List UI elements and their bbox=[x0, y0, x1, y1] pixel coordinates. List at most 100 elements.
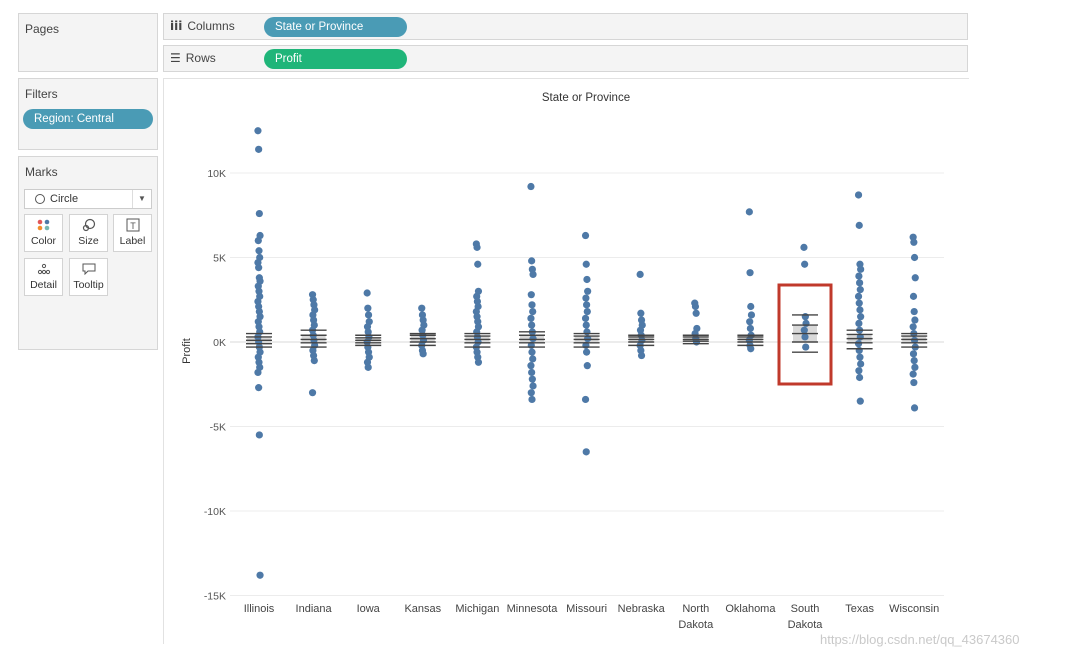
data-point[interactable] bbox=[856, 353, 864, 361]
data-point[interactable] bbox=[856, 306, 864, 314]
data-point[interactable] bbox=[911, 274, 919, 282]
data-point[interactable] bbox=[583, 362, 591, 370]
data-point[interactable] bbox=[364, 304, 372, 312]
data-point[interactable] bbox=[419, 350, 427, 358]
data-point[interactable] bbox=[364, 363, 372, 371]
data-point[interactable] bbox=[910, 378, 918, 387]
data-point[interactable] bbox=[529, 307, 537, 316]
data-point[interactable] bbox=[910, 404, 919, 412]
data-point[interactable] bbox=[911, 316, 919, 324]
data-point[interactable] bbox=[637, 309, 645, 317]
data-point[interactable] bbox=[583, 301, 591, 309]
data-point[interactable] bbox=[909, 350, 918, 358]
data-point[interactable] bbox=[527, 182, 535, 191]
data-point[interactable] bbox=[255, 145, 263, 153]
label-button[interactable]: T Label bbox=[113, 214, 152, 252]
data-point[interactable] bbox=[255, 247, 263, 255]
data-point[interactable] bbox=[855, 272, 863, 280]
data-point[interactable] bbox=[364, 311, 373, 319]
data-point[interactable] bbox=[856, 373, 864, 382]
data-point[interactable] bbox=[584, 335, 592, 343]
data-point[interactable] bbox=[254, 127, 262, 135]
data-point[interactable] bbox=[691, 302, 700, 311]
data-point[interactable] bbox=[581, 395, 590, 404]
data-point[interactable] bbox=[857, 360, 865, 368]
data-point[interactable] bbox=[801, 260, 809, 268]
data-point[interactable] bbox=[802, 319, 810, 328]
data-point[interactable] bbox=[857, 313, 865, 321]
data-point[interactable] bbox=[527, 314, 535, 322]
data-point[interactable] bbox=[910, 307, 918, 316]
data-point[interactable] bbox=[418, 304, 426, 312]
data-point[interactable] bbox=[583, 275, 591, 284]
data-point[interactable] bbox=[855, 221, 863, 229]
data-point[interactable] bbox=[308, 389, 317, 397]
data-point[interactable] bbox=[584, 287, 592, 295]
data-point[interactable] bbox=[909, 323, 917, 331]
data-point[interactable] bbox=[856, 397, 864, 405]
data-point[interactable] bbox=[581, 231, 590, 240]
data-point[interactable] bbox=[802, 343, 810, 351]
tooltip-button[interactable]: Tooltip bbox=[69, 258, 108, 296]
columns-pill-state[interactable]: State or Province bbox=[264, 17, 407, 37]
data-point[interactable] bbox=[746, 269, 754, 277]
data-point[interactable] bbox=[473, 243, 481, 251]
data-point[interactable] bbox=[745, 208, 753, 216]
mark-type-dropdown[interactable]: Circle ▼ bbox=[24, 189, 152, 209]
data-point[interactable] bbox=[911, 363, 919, 371]
data-point[interactable] bbox=[254, 368, 262, 377]
data-point[interactable] bbox=[363, 289, 371, 297]
data-point[interactable] bbox=[747, 345, 755, 353]
data-point[interactable] bbox=[582, 294, 590, 302]
data-point[interactable] bbox=[528, 375, 536, 383]
data-point[interactable] bbox=[583, 307, 591, 316]
data-point[interactable] bbox=[527, 291, 535, 299]
data-point[interactable] bbox=[528, 368, 536, 377]
data-point[interactable] bbox=[747, 311, 756, 319]
chevron-down-icon[interactable]: ▼ bbox=[132, 190, 151, 208]
data-point[interactable] bbox=[529, 270, 537, 278]
data-point[interactable] bbox=[800, 326, 808, 334]
data-point[interactable] bbox=[582, 448, 590, 456]
data-point[interactable] bbox=[800, 243, 808, 251]
data-point[interactable] bbox=[910, 356, 918, 365]
data-point[interactable] bbox=[746, 318, 754, 326]
data-point[interactable] bbox=[910, 253, 919, 262]
data-point[interactable] bbox=[855, 346, 863, 355]
data-point[interactable] bbox=[255, 209, 263, 218]
data-point[interactable] bbox=[857, 265, 865, 273]
data-point[interactable] bbox=[854, 292, 863, 300]
data-point[interactable] bbox=[528, 348, 536, 356]
data-point[interactable] bbox=[855, 319, 863, 328]
data-point[interactable] bbox=[747, 302, 755, 311]
data-point[interactable] bbox=[801, 333, 809, 341]
data-point[interactable] bbox=[910, 238, 918, 246]
size-button[interactable]: Size bbox=[69, 214, 108, 252]
data-point[interactable] bbox=[637, 351, 646, 360]
data-point[interactable] bbox=[582, 321, 590, 329]
data-point[interactable] bbox=[528, 321, 536, 329]
data-point[interactable] bbox=[255, 431, 263, 439]
data-point[interactable] bbox=[529, 335, 537, 343]
data-point[interactable] bbox=[256, 571, 264, 579]
data-point[interactable] bbox=[255, 264, 263, 272]
data-point[interactable] bbox=[529, 382, 537, 390]
color-button[interactable]: Color bbox=[24, 214, 63, 252]
data-point[interactable] bbox=[692, 309, 700, 317]
data-point[interactable] bbox=[854, 340, 863, 348]
data-point[interactable] bbox=[527, 362, 535, 370]
data-point[interactable] bbox=[909, 370, 917, 378]
detail-button[interactable]: Detail bbox=[24, 258, 63, 296]
data-point[interactable] bbox=[529, 355, 537, 363]
data-point[interactable] bbox=[527, 389, 535, 397]
rows-pill-profit[interactable]: Profit bbox=[264, 49, 407, 69]
data-point[interactable] bbox=[855, 367, 863, 375]
data-point[interactable] bbox=[854, 191, 863, 199]
data-point[interactable] bbox=[255, 384, 263, 392]
data-point[interactable] bbox=[583, 328, 591, 336]
data-point[interactable] bbox=[582, 260, 590, 268]
data-point[interactable] bbox=[528, 257, 536, 265]
filter-pill-region[interactable]: Region: Central bbox=[23, 109, 153, 129]
data-point[interactable] bbox=[528, 301, 536, 309]
data-point[interactable] bbox=[855, 299, 863, 307]
